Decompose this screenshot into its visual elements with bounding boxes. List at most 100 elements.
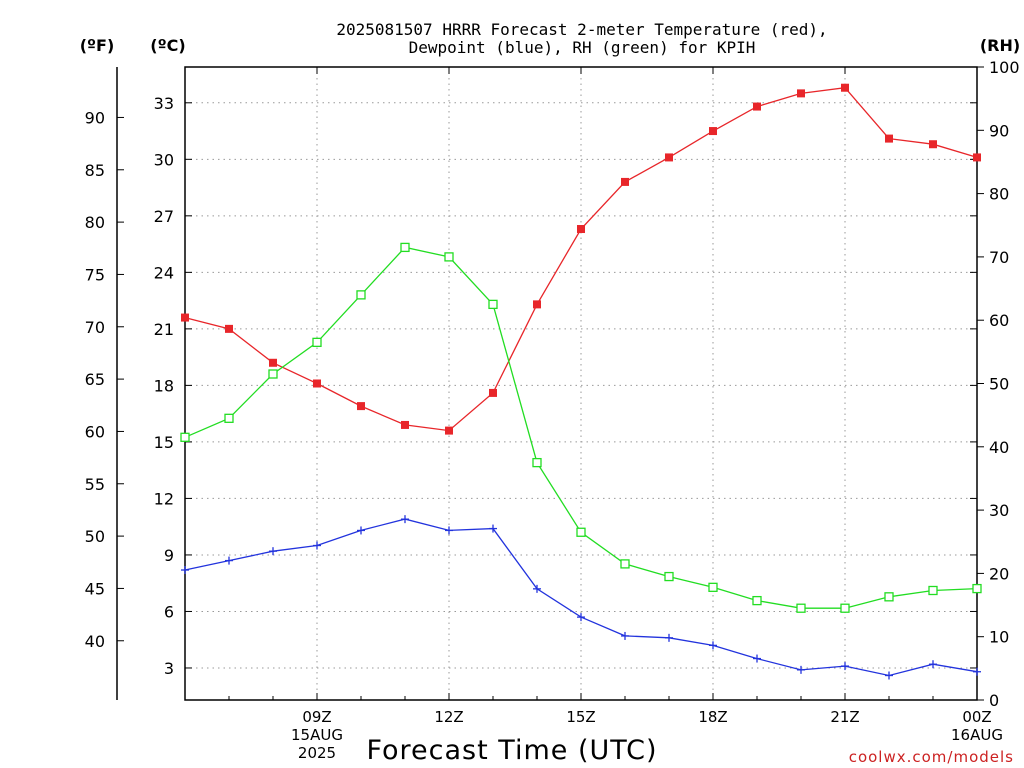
- x-tick-label: 15AUG: [291, 726, 343, 744]
- rh-point: [972, 583, 982, 594]
- temperature-point: [357, 402, 365, 411]
- rh-tick-label: 10: [989, 628, 1009, 647]
- celsius-tick-label: 9: [164, 546, 174, 565]
- credit-text: coolwx.com/models: [849, 748, 1014, 766]
- temperature-point: [797, 89, 805, 98]
- chart-title-line1: 2025081507 HRRR Forecast 2-meter Tempera…: [336, 20, 827, 39]
- rh-point: [884, 592, 894, 602]
- dewpoint-point: [709, 641, 717, 650]
- fahrenheit-tick-label: 50: [85, 527, 105, 546]
- fahrenheit-tick-label: 90: [85, 108, 105, 127]
- rh-point: [840, 603, 850, 613]
- celsius-unit-label: (ºC): [150, 36, 185, 55]
- rh-point: [620, 559, 630, 569]
- celsius-tick-label: 30: [154, 150, 174, 169]
- fahrenheit-tick-label: 55: [85, 475, 105, 494]
- dewpoint-point: [797, 665, 805, 674]
- dewpoint-point: [753, 654, 761, 663]
- x-tick-label: 15Z: [566, 708, 595, 726]
- tick-labels: 3 6 9 12 15 18 21 24 27 30 33 40 45 50 55 60 65 70 75 80 85 9…: [85, 58, 1020, 762]
- rh-tick-label: 60: [989, 311, 1009, 330]
- data-series: [180, 83, 982, 680]
- x-tick-label: 18Z: [698, 708, 727, 726]
- rh-tick-label: 70: [989, 248, 1009, 267]
- x-tick-label: 09Z: [302, 708, 331, 726]
- dewpoint-line: [184, 518, 978, 677]
- rh-point: [400, 242, 410, 253]
- fahrenheit-tick-label: 75: [85, 265, 105, 284]
- rh-point: [532, 457, 542, 468]
- celsius-tick-label: 6: [164, 602, 174, 621]
- rh-tick-label: 90: [989, 121, 1009, 140]
- celsius-tick-label: 21: [154, 320, 174, 339]
- temperature-point: [665, 153, 673, 162]
- dewpoint-point: [225, 556, 233, 565]
- rh-point: [180, 432, 190, 442]
- celsius-tick-label: 15: [154, 433, 174, 452]
- dewpoint-point: [445, 526, 453, 535]
- rh-point: [708, 582, 718, 592]
- rh-point: [268, 369, 278, 379]
- temperature-point: [709, 127, 717, 136]
- temperature-point: [973, 153, 981, 162]
- rh-point: [356, 290, 366, 300]
- temperature-point: [885, 134, 893, 143]
- fahrenheit-tick-label: 40: [85, 632, 105, 651]
- temperature-point: [269, 358, 277, 367]
- chart-axes: [116, 66, 984, 701]
- x-tick-label: 2025: [298, 744, 336, 762]
- rh-line: [184, 246, 978, 609]
- rh-tick-label: 50: [989, 375, 1009, 394]
- celsius-tick-label: 3: [164, 659, 174, 678]
- fahrenheit-tick-label: 70: [85, 318, 105, 337]
- dewpoint-point: [665, 633, 673, 642]
- rh-tick-label: 40: [989, 438, 1009, 457]
- fahrenheit-tick-label: 65: [85, 370, 105, 389]
- rh-point: [796, 603, 806, 613]
- rh-point: [664, 571, 674, 582]
- celsius-tick-label: 33: [154, 94, 174, 113]
- temperature-point: [445, 426, 453, 435]
- dewpoint-point: [357, 526, 365, 535]
- x-axis-title: Forecast Time (UTC): [366, 735, 657, 766]
- temperature-point: [533, 300, 541, 309]
- temperature-point: [929, 140, 937, 149]
- x-tick-label: 00Z: [962, 708, 991, 726]
- rh-tick-label: 30: [989, 501, 1009, 520]
- fahrenheit-tick-label: 60: [85, 422, 105, 441]
- rh-tick-label: 80: [989, 185, 1009, 204]
- dewpoint-point: [973, 667, 981, 676]
- rh-point: [312, 337, 322, 348]
- rh-point: [488, 299, 498, 310]
- dewpoint-point: [401, 515, 409, 524]
- celsius-tick-label: 24: [154, 263, 174, 282]
- dewpoint-point: [885, 671, 893, 680]
- temperature-point: [489, 388, 497, 397]
- rh-tick-label: 0: [989, 691, 999, 710]
- celsius-tick-label: 18: [154, 376, 174, 395]
- fahrenheit-unit-label: (ºF): [80, 36, 115, 55]
- rh-point: [224, 413, 234, 423]
- dewpoint-point: [929, 660, 937, 669]
- chart-title-line2: Dewpoint (blue), RH (green) for KPIH: [409, 38, 756, 57]
- rh-point: [752, 595, 762, 606]
- fahrenheit-tick-label: 45: [85, 579, 105, 598]
- rh-unit-label: (RH): [980, 36, 1020, 55]
- temperature-point: [225, 324, 233, 333]
- rh-point: [576, 527, 586, 537]
- temperature-point: [577, 225, 585, 234]
- fahrenheit-tick-label: 85: [85, 161, 105, 180]
- celsius-tick-label: 12: [154, 489, 174, 508]
- dewpoint-point: [577, 613, 585, 622]
- dewpoint-point: [621, 631, 629, 640]
- x-tick-label: 16AUG: [951, 726, 1003, 744]
- dewpoint-point: [269, 547, 277, 556]
- temperature-point: [753, 102, 761, 111]
- x-tick-label: 12Z: [434, 708, 463, 726]
- dewpoint-point: [841, 662, 849, 671]
- dewpoint-point: [533, 584, 541, 593]
- rh-point: [444, 252, 454, 262]
- temperature-point: [401, 420, 409, 429]
- fahrenheit-tick-label: 80: [85, 213, 105, 232]
